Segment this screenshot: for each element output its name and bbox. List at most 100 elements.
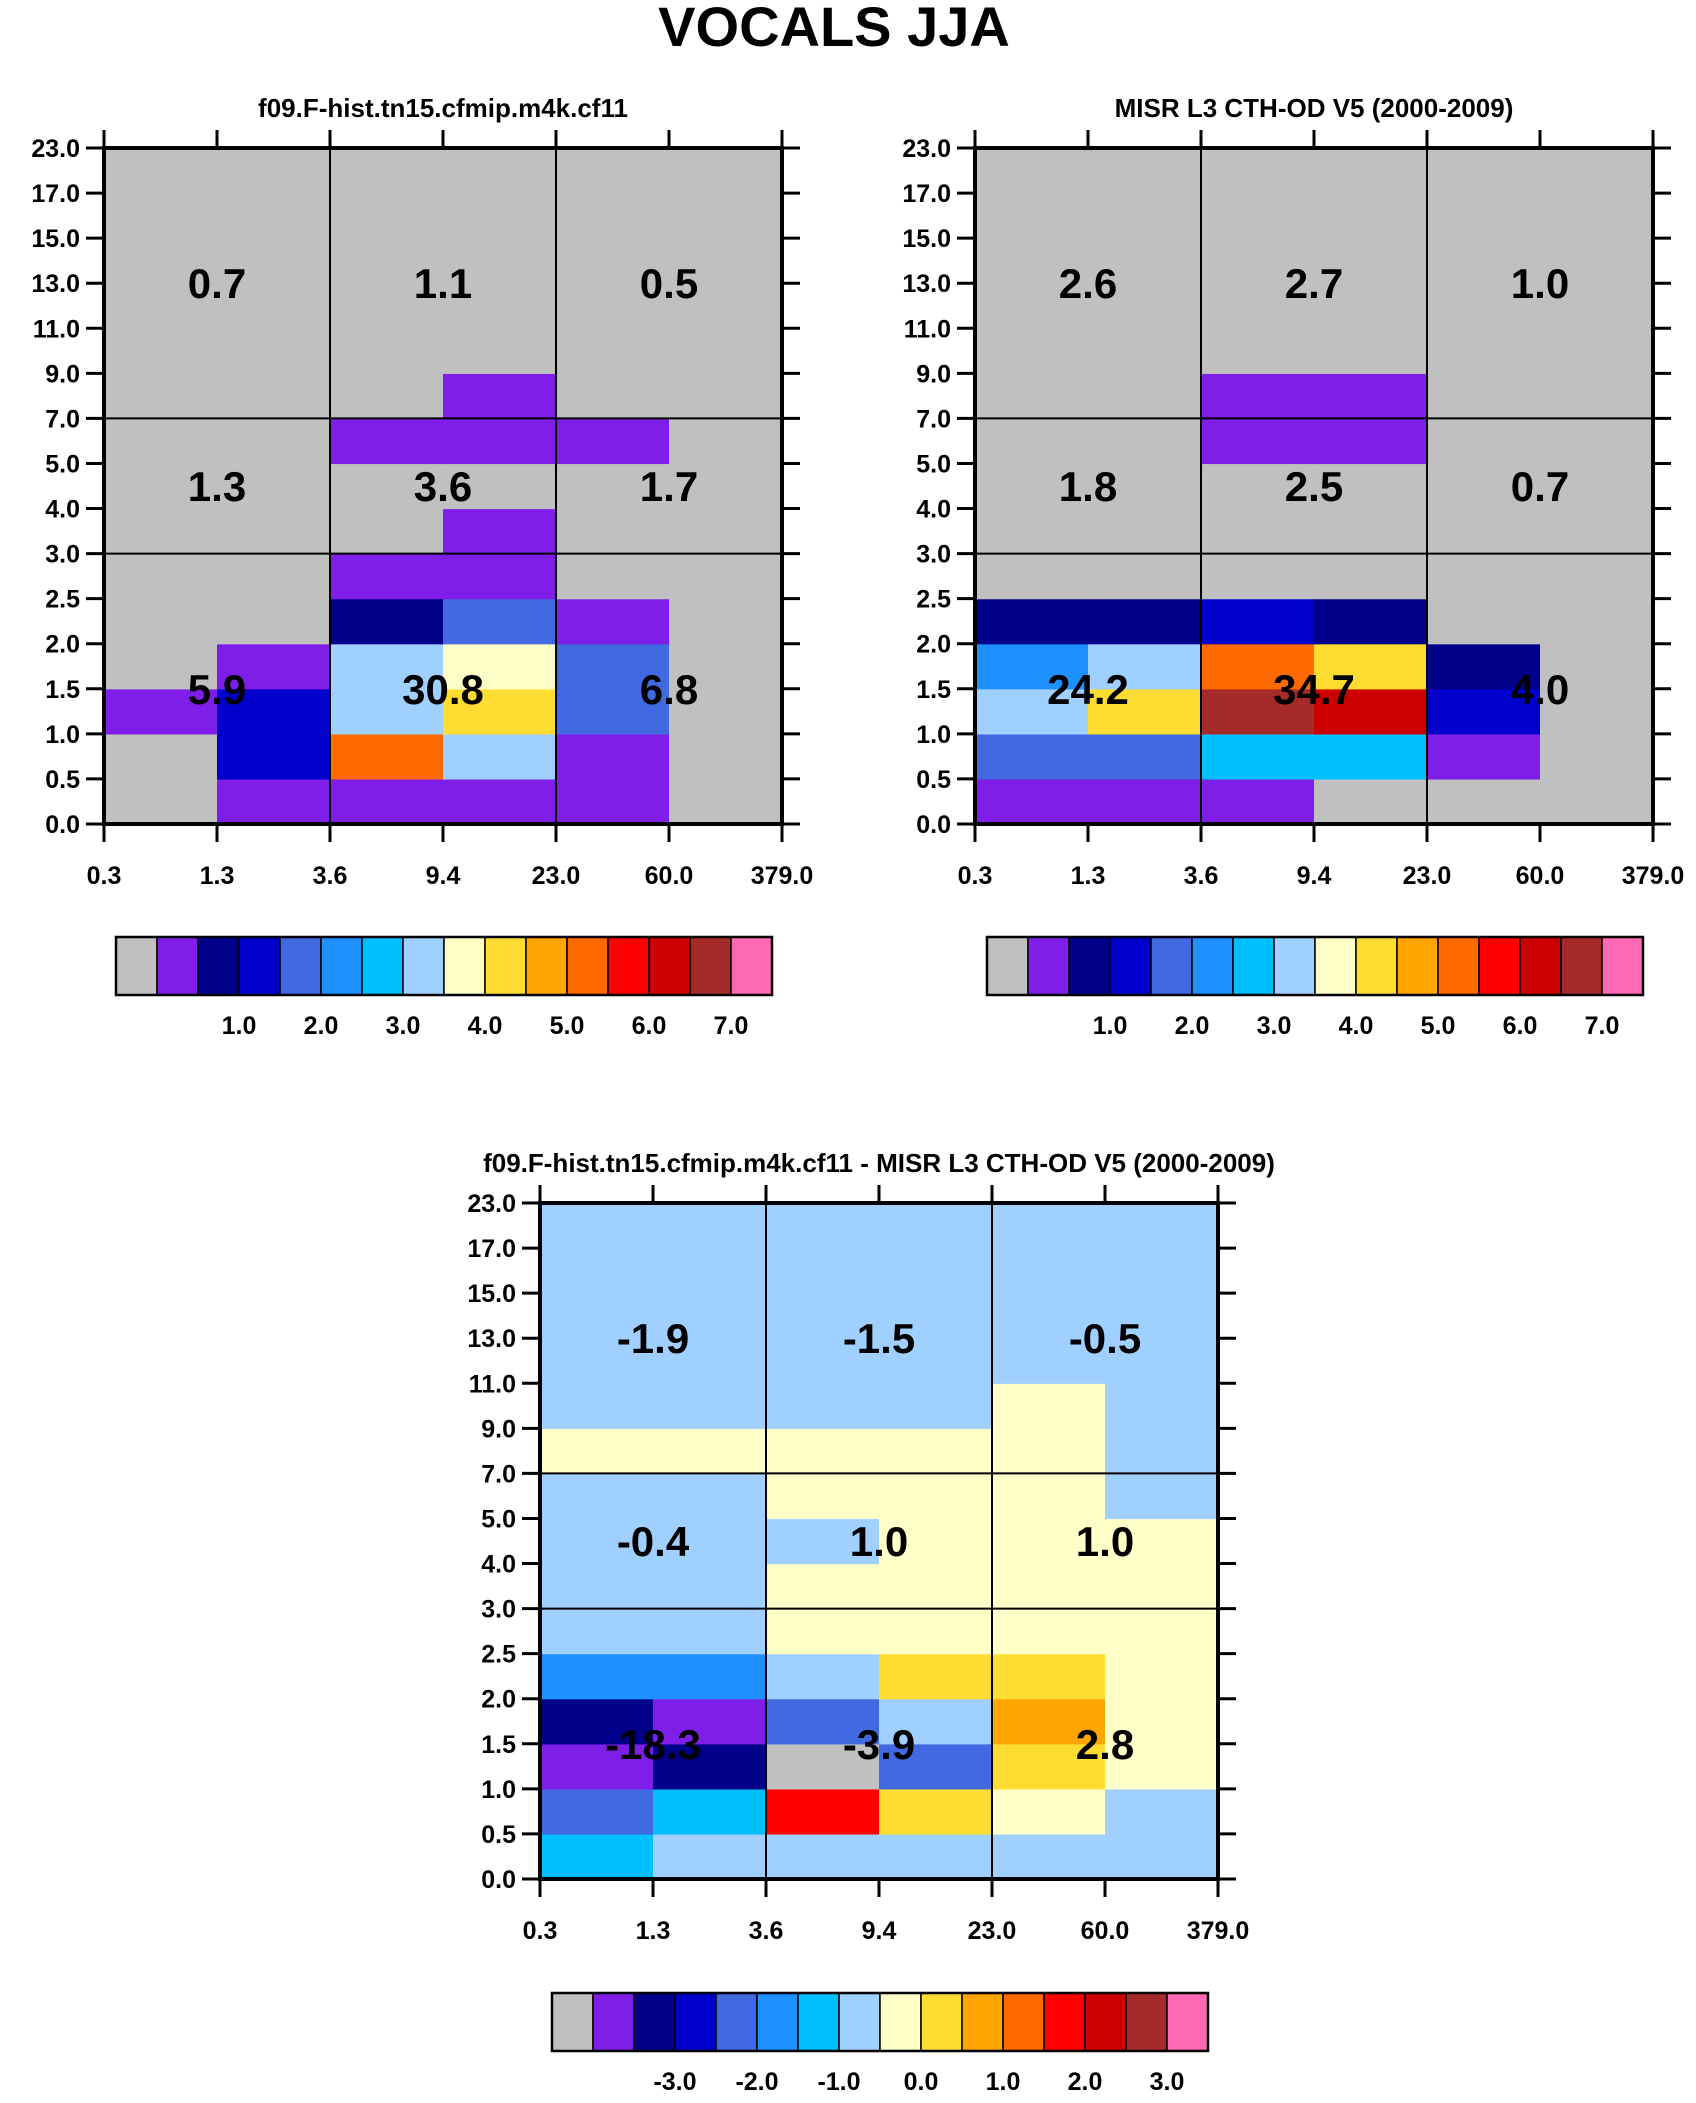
heatmap-cell — [975, 688, 1089, 735]
colorbar-swatch — [838, 1992, 881, 2052]
region-value-label: 2.6 — [1059, 260, 1117, 307]
heatmap-cell — [1201, 508, 1315, 555]
region-value-label: 1.8 — [1059, 463, 1117, 510]
heatmap-cell — [540, 1383, 654, 1429]
heatmap-cell — [1540, 148, 1654, 194]
heatmap-cell — [330, 463, 444, 510]
heatmap-cell — [1427, 508, 1541, 555]
colorbar-swatch — [1355, 936, 1398, 996]
heatmap-cell — [330, 688, 444, 735]
colorbar-label: 7.0 — [1585, 1012, 1620, 1040]
y-tick-label: 3.0 — [45, 541, 80, 569]
heatmap-cell — [1540, 193, 1654, 239]
heatmap-cell — [556, 733, 670, 780]
colorbar-swatch — [730, 936, 773, 996]
x-tick-label: 379.0 — [1622, 862, 1685, 890]
heatmap-cell — [104, 643, 218, 690]
heatmap-cell — [653, 1293, 767, 1339]
region-value-label: -1.5 — [843, 1315, 915, 1362]
x-tick-label: 1.3 — [1071, 862, 1106, 890]
heatmap-cell — [217, 328, 331, 374]
y-tick-label: 0.5 — [916, 766, 951, 794]
heatmap-cell — [104, 688, 218, 735]
heatmap-cell — [975, 418, 1089, 465]
region-value-label: -3.9 — [843, 1721, 915, 1768]
colorbar-swatch — [566, 936, 609, 996]
heatmap-cell — [766, 1698, 880, 1745]
heatmap-cell — [217, 283, 331, 329]
heatmap-cell — [975, 553, 1089, 600]
heatmap-cell — [443, 553, 557, 600]
region-value-label: 34.7 — [1273, 666, 1355, 713]
colorbar-swatch — [238, 936, 281, 996]
colorbar-swatch — [1109, 936, 1152, 996]
y-tick-label: 23.0 — [467, 1190, 516, 1218]
heatmap-cell — [879, 1248, 993, 1294]
colorbar-swatch — [1519, 936, 1562, 996]
heatmap-cell — [975, 283, 1089, 329]
colorbar-swatch — [156, 936, 199, 996]
heatmap-cell — [1540, 238, 1654, 284]
heatmap-cell — [556, 283, 670, 329]
heatmap-cell — [653, 1383, 767, 1429]
region-value-label: -18.3 — [605, 1721, 701, 1768]
heatmap-cell — [1540, 328, 1654, 374]
heatmap-cell — [766, 1743, 880, 1790]
y-tick-label: 2.0 — [45, 631, 80, 659]
heatmap-cell — [992, 1698, 1106, 1745]
heatmap-cell — [1427, 238, 1541, 284]
x-tick-label: 60.0 — [1081, 1917, 1130, 1945]
y-tick-label: 7.0 — [45, 405, 80, 433]
heatmap-cell — [1427, 643, 1541, 690]
heatmap-cell — [1540, 688, 1654, 735]
heatmap-cell — [1201, 553, 1315, 600]
colorbar-swatch — [1560, 936, 1603, 996]
heatmap-cell — [540, 1788, 654, 1835]
heatmap-cell — [1540, 373, 1654, 419]
heatmap-cell — [879, 1473, 993, 1520]
y-tick-label: 1.5 — [916, 676, 951, 704]
heatmap-cell — [766, 1248, 880, 1294]
heatmap-cell — [653, 1203, 767, 1249]
heatmap-cell — [556, 418, 670, 465]
heatmap-cell — [556, 553, 670, 600]
x-tick-label: 60.0 — [1516, 862, 1565, 890]
y-tick-label: 0.0 — [45, 811, 80, 839]
colorbar-swatch — [633, 1992, 676, 2052]
colorbar-swatch — [525, 936, 568, 996]
heatmap-cell — [556, 148, 670, 194]
heatmap-cell — [104, 148, 218, 194]
diff-panel: f09.F-hist.tn15.cfmip.m4k.cf11 - MISR L3… — [467, 1148, 1275, 2096]
heatmap-cell — [1540, 553, 1654, 600]
colorbar-label: 2.0 — [1068, 2068, 1103, 2096]
heatmap-cell — [330, 778, 444, 825]
heatmap-cell — [975, 193, 1089, 239]
heatmap-cell — [653, 1518, 767, 1565]
heatmap-cell — [1427, 778, 1541, 825]
heatmap-cell — [766, 1788, 880, 1835]
colorbar-label: 4.0 — [468, 1012, 503, 1040]
y-tick-label: 0.5 — [481, 1821, 516, 1849]
heatmap-cell — [879, 1653, 993, 1700]
heatmap-cell — [556, 688, 670, 735]
colorbar-label: 2.0 — [304, 1012, 339, 1040]
heatmap-cell — [669, 598, 783, 645]
y-tick-label: 0.0 — [481, 1866, 516, 1894]
y-tick-label: 4.0 — [481, 1551, 516, 1579]
heatmap-cell — [104, 283, 218, 329]
y-tick-label: 1.5 — [45, 676, 80, 704]
heatmap-cell — [1427, 283, 1541, 329]
region-value-label: 1.0 — [1511, 260, 1569, 307]
heatmap-cell — [653, 1563, 767, 1610]
colorbar-swatch — [402, 936, 445, 996]
heatmap-cell — [330, 328, 444, 374]
heatmap-cell — [556, 373, 670, 419]
heatmap-cell — [1105, 1473, 1219, 1520]
heatmap-cell — [217, 373, 331, 419]
y-tick-label: 17.0 — [467, 1235, 516, 1263]
y-tick-label: 13.0 — [31, 270, 80, 298]
heatmap-cell — [975, 328, 1089, 374]
heatmap-cell — [104, 463, 218, 510]
heatmap-cell — [1105, 1428, 1219, 1474]
heatmap-cell — [104, 238, 218, 284]
